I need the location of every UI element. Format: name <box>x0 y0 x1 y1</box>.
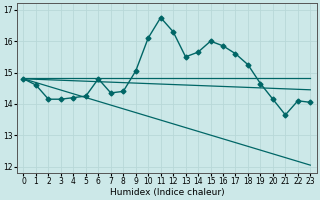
X-axis label: Humidex (Indice chaleur): Humidex (Indice chaleur) <box>109 188 224 197</box>
